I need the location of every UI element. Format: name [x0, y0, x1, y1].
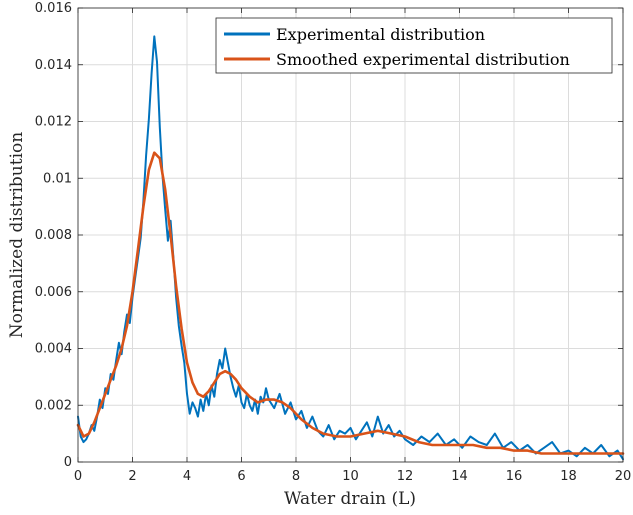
- x-tick-label: 6: [237, 469, 245, 484]
- y-tick-label: 0: [64, 455, 72, 470]
- y-tick-label: 0.016: [35, 1, 72, 16]
- legend-label-experimental: Experimental distribution: [276, 25, 485, 44]
- y-tick-label: 0.004: [35, 342, 72, 357]
- x-tick-labels: 0 2 4 6 8 10 12 14 16 18 20: [74, 469, 631, 484]
- x-tick-label: 2: [128, 469, 136, 484]
- y-tick-label: 0.012: [35, 115, 72, 130]
- x-tick-label: 12: [397, 469, 414, 484]
- x-tick-label: 4: [183, 469, 191, 484]
- x-tick-label: 14: [451, 469, 468, 484]
- smoothed-distribution-line: [76, 151, 625, 455]
- axis-ticks: [77, 7, 624, 463]
- legend-label-smoothed: Smoothed experimental distribution: [276, 50, 570, 69]
- x-tick-label: 20: [615, 469, 632, 484]
- y-tick-label: 0.014: [35, 58, 72, 73]
- y-tick-label: 0.006: [35, 285, 72, 300]
- x-tick-label: 18: [560, 469, 577, 484]
- y-tick-label: 0.008: [35, 228, 72, 243]
- y-tick-label: 0.01: [43, 171, 72, 186]
- y-tick-label: 0.002: [35, 398, 72, 413]
- x-axis-label: Water drain (L): [284, 489, 416, 509]
- x-tick-label: 8: [292, 469, 300, 484]
- legend-box: [215, 17, 613, 74]
- legend: Experimental distribution Smoothed exper…: [215, 17, 613, 74]
- y-axis-label: Normalized distribution: [7, 132, 27, 338]
- series-layer: [76, 35, 625, 461]
- x-tick-label: 0: [74, 469, 82, 484]
- y-tick-labels: 0 0.002 0.004 0.006 0.008 0.01 0.012 0.014 0.016: [35, 1, 72, 470]
- x-tick-label: 16: [506, 469, 523, 484]
- x-tick-label: 10: [342, 469, 359, 484]
